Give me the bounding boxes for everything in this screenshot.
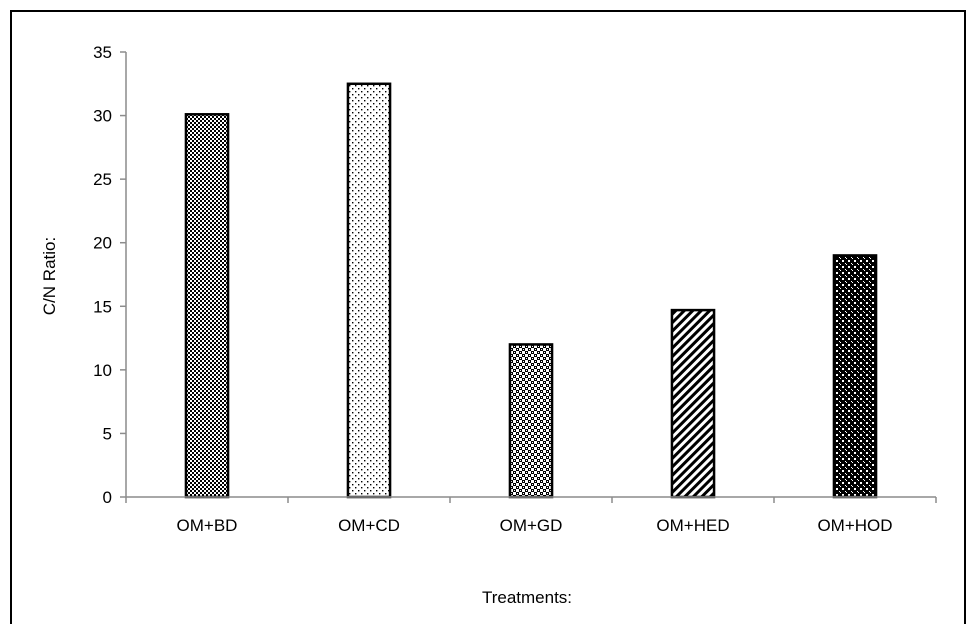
bar-om-hed [670, 308, 716, 499]
y-tick-label: 20 [93, 234, 112, 253]
bar-om-bd [184, 113, 230, 499]
x-axis: OM+BD OM+CD OM+GD OM+HED OM+HOD [125, 496, 937, 535]
bar-om-hod [832, 254, 878, 499]
x-tick-label: OM+HED [656, 516, 729, 535]
y-tick-label: 35 [93, 43, 112, 62]
bar-om-cd [346, 82, 392, 499]
x-tick-label: OM+GD [500, 516, 563, 535]
x-tick-label: OM+BD [177, 516, 238, 535]
y-axis-title: C/N Ratio: [40, 237, 59, 315]
x-axis-title: Treatments: [482, 588, 572, 607]
bars [184, 82, 878, 499]
y-tick-label: 15 [93, 297, 112, 316]
chart-frame [10, 10, 966, 624]
y-tick-label: 30 [93, 107, 112, 126]
y-axis: 0 5 10 15 20 25 30 35 [93, 43, 127, 507]
x-tick-label: OM+CD [338, 516, 400, 535]
y-tick-label: 10 [93, 361, 112, 380]
x-tick-label: OM+HOD [817, 516, 892, 535]
bar-om-gd [508, 343, 554, 499]
y-tick-label: 5 [103, 424, 112, 443]
y-tick-label: 0 [103, 488, 112, 507]
y-tick-label: 25 [93, 170, 112, 189]
